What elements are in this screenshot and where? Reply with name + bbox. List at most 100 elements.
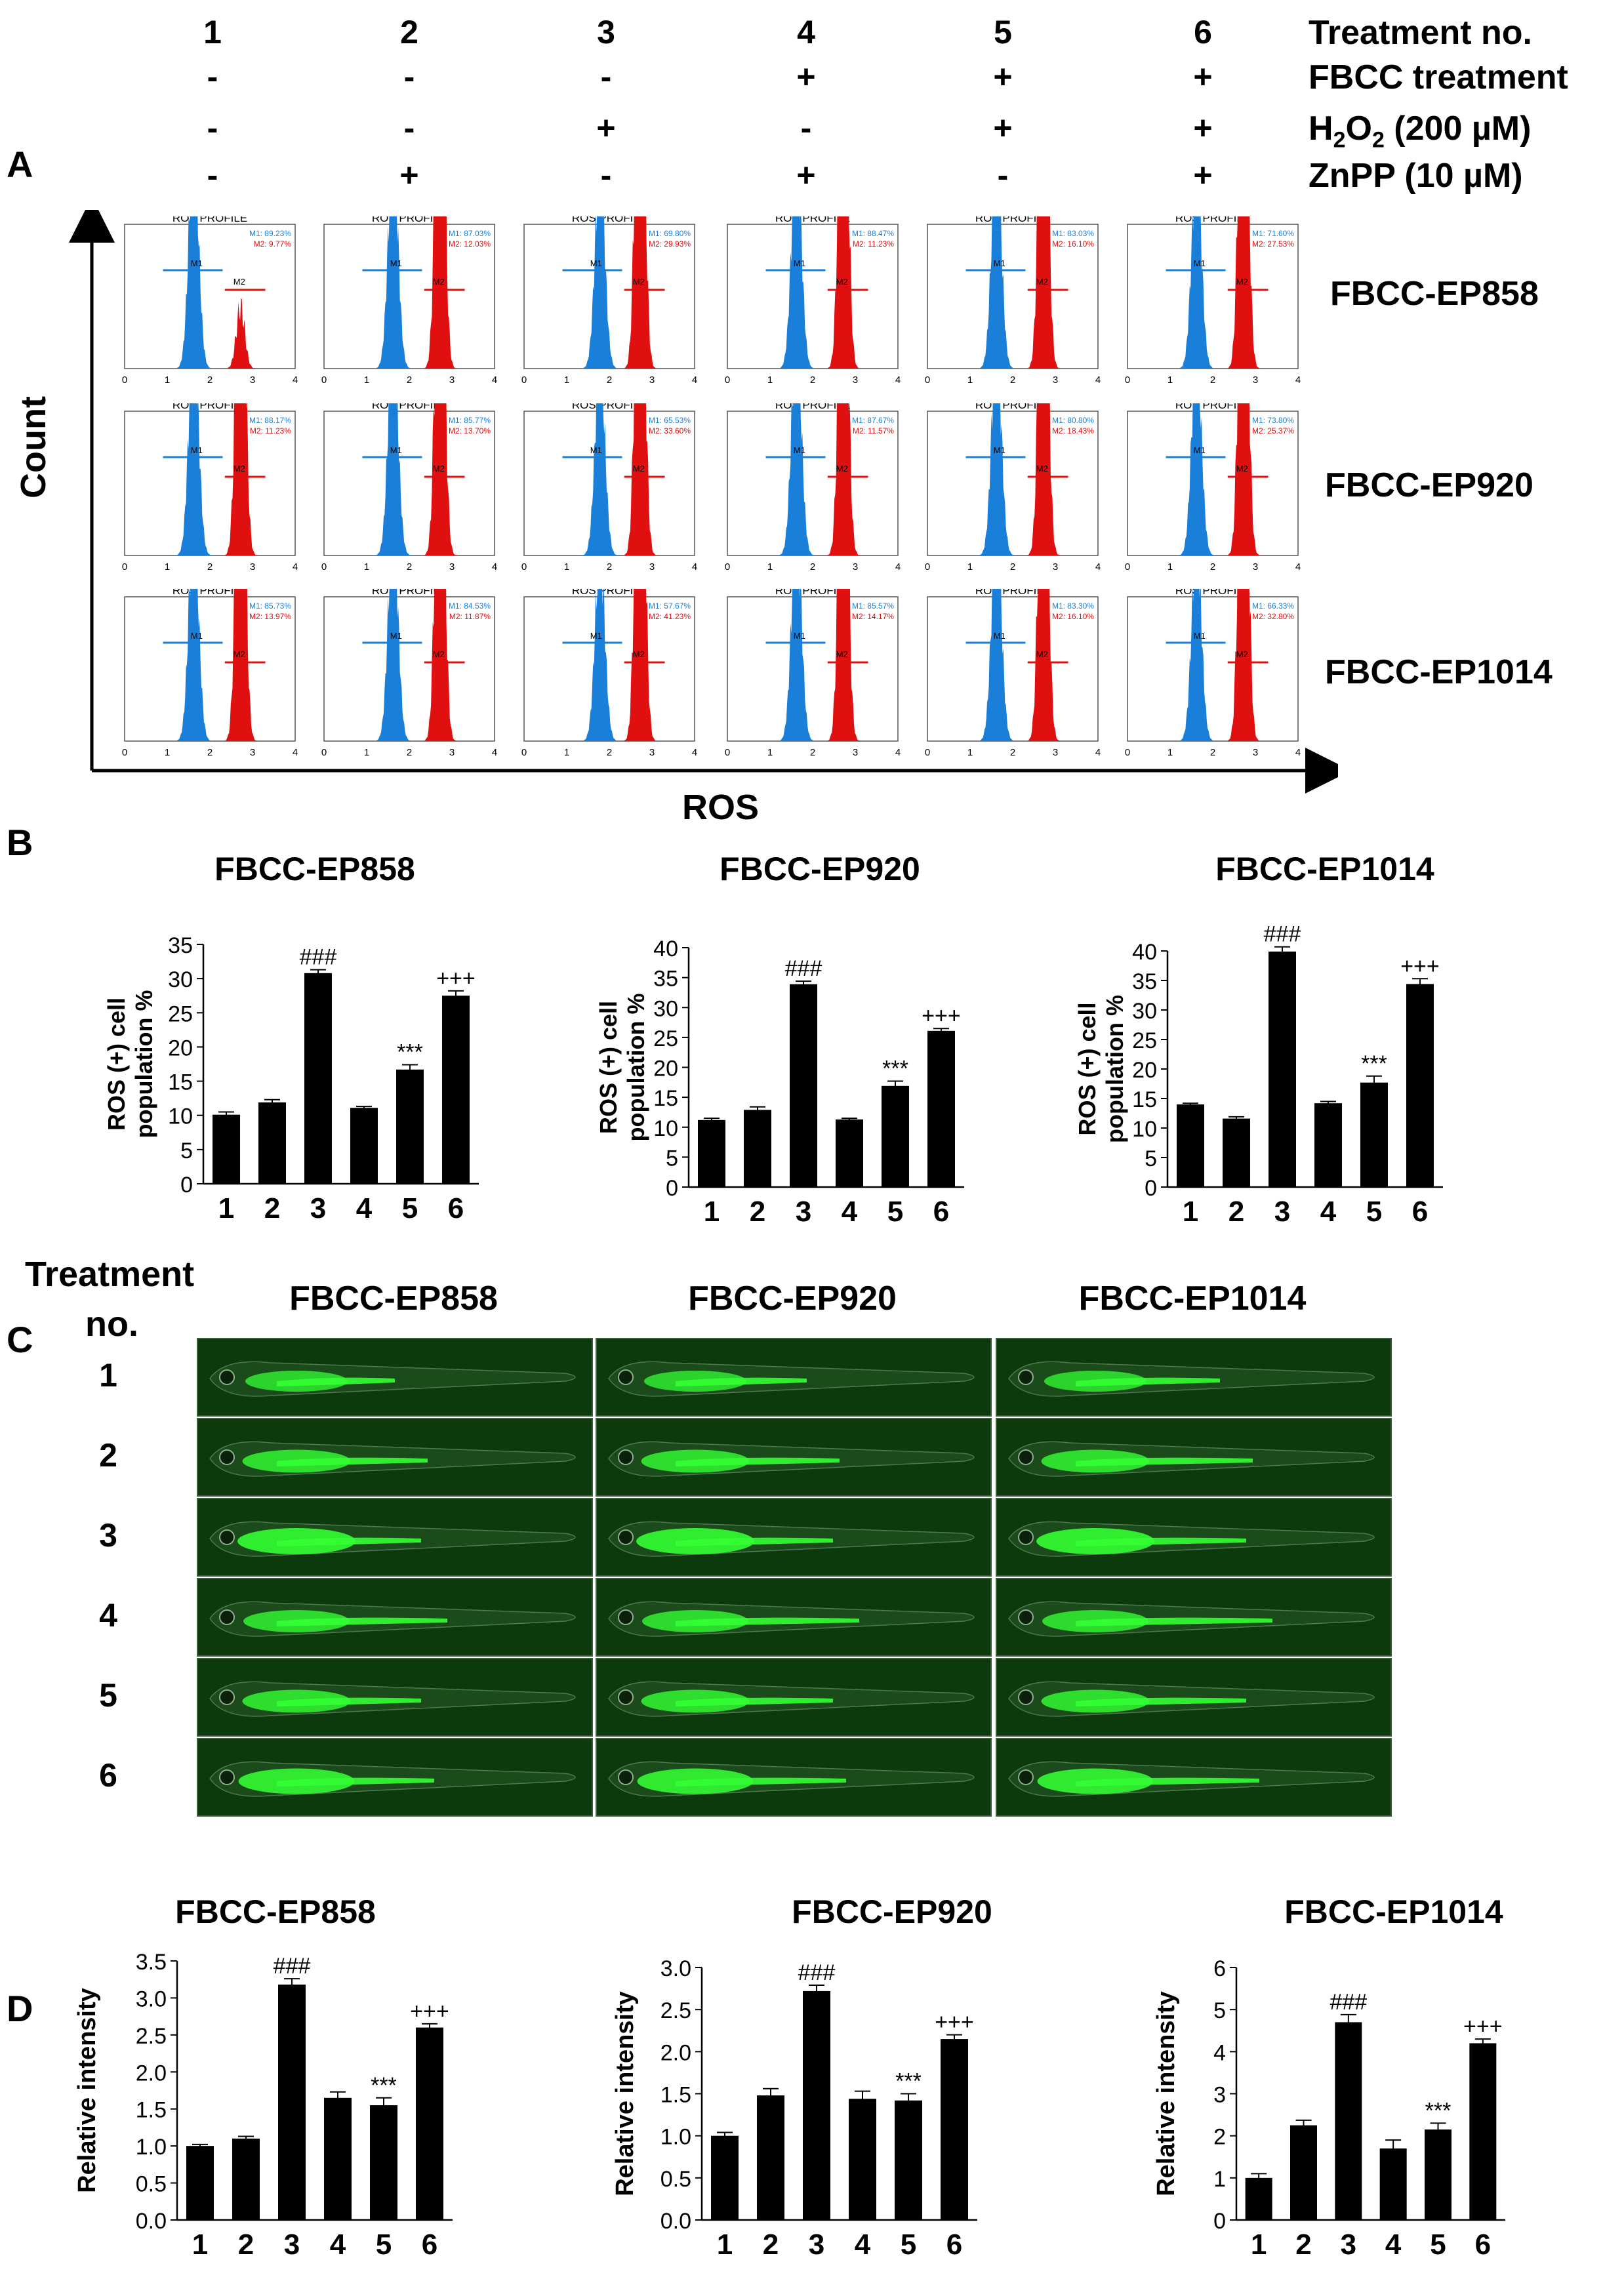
significance-annotation: ###: [798, 1960, 836, 1985]
y-tick-label: 40: [1132, 940, 1157, 965]
x-tick-label: 4: [1320, 1196, 1337, 1228]
m2-peak: [424, 403, 458, 555]
m2-label: M2: [1036, 649, 1048, 659]
histogram-x-tick: 2: [407, 747, 412, 758]
m1-peak: [1153, 403, 1228, 555]
m1-label: M1: [1194, 631, 1206, 641]
znpp-cell-6: +: [1193, 157, 1213, 193]
x-tick-label: 6: [946, 2229, 962, 2261]
bar-5: [1425, 2129, 1451, 2220]
histogram-x-tick: 2: [810, 374, 815, 386]
count-axis-label: Count: [14, 396, 53, 498]
histogram-x-tick: 1: [967, 561, 973, 573]
m1-peak: [350, 403, 424, 555]
histogram-x-tick: 1: [364, 747, 369, 758]
x-tick-label: 4: [330, 2229, 346, 2261]
bar-chart-svg: FBCC-EP858 0.0 0.5 1.0 1.5 2.0 2.5 3.0 3.5 Relati…: [73, 1893, 453, 2261]
m2-stat: M2: 32.80%: [1252, 612, 1294, 621]
m1-peak: [953, 216, 1028, 369]
x-tick-label: 5: [1430, 2229, 1446, 2261]
histogram-x-tick: 1: [1167, 747, 1173, 758]
y-axis-label: ROS (+) cell: [103, 998, 130, 1131]
histogram-frame: [124, 411, 296, 556]
treatment-header-c: Treatment: [25, 1255, 195, 1294]
m2-stat: M2: 11.87%: [449, 612, 491, 621]
m2-stat: M2: 27.53%: [1252, 239, 1294, 249]
histogram-x-tick: 0: [321, 374, 327, 386]
treat-label-fbcc: FBCC treatment: [1309, 58, 1568, 96]
x-tick-label: 2: [264, 1192, 280, 1224]
y-axis-label-2: population %: [131, 990, 157, 1139]
m2-label: M2: [433, 464, 445, 474]
histogram-x-tick: 2: [607, 747, 612, 758]
fluo-row-label-6: 6: [99, 1757, 117, 1794]
h2o2-cell-2: -: [403, 110, 415, 146]
strain-label-ep1014: FBCC-EP1014: [1325, 653, 1553, 691]
histogram-x-tick: 1: [364, 561, 369, 573]
m1-stat: M1: 85.73%: [249, 601, 291, 611]
y-tick-label: 30: [168, 967, 193, 992]
m1-label: M1: [794, 258, 805, 268]
histogram-x-tick: 2: [810, 561, 815, 573]
m2-label: M2: [233, 649, 245, 659]
histogram-x-tick: 0: [725, 561, 730, 573]
x-tick-label: 5: [887, 1196, 903, 1228]
y-tick-label: 0: [180, 1173, 193, 1198]
fish-image-r5-c3: [996, 1658, 1392, 1737]
chart-title: FBCC-EP858: [214, 851, 415, 887]
x-tick-label: 1: [192, 2229, 208, 2261]
fluo-row-label-1: 1: [99, 1357, 117, 1394]
znpp-cell-1: -: [207, 157, 218, 193]
histogram-x-tick: 0: [521, 561, 527, 573]
histogram-x-tick: 3: [1253, 747, 1258, 758]
treat-num-4: 4: [797, 14, 815, 50]
significance-annotation: +++: [935, 2010, 974, 2035]
histogram-x-tick: 2: [1010, 747, 1015, 758]
m2-stat: M2: 16.10%: [1052, 239, 1094, 249]
m1-stat: M1: 88.17%: [249, 416, 291, 425]
panel-letter-c: C: [7, 1319, 33, 1360]
y-axis-label: ROS (+) cell: [1076, 1002, 1101, 1135]
histogram-x-tick: 1: [1167, 374, 1173, 386]
y-tick-label: 1.0: [136, 2135, 167, 2160]
histogram-frame: [727, 224, 899, 369]
m2-stat: M2: 13.70%: [449, 426, 491, 435]
histogram-x-tick: 2: [1210, 747, 1215, 758]
chart-title: FBCC-EP920: [720, 851, 920, 887]
m1-label: M1: [994, 631, 1005, 641]
bar-chart-b-ep858: FBCC-EP858 0 5 10 15 20 25 30 35 ROS (+) cell popu…: [92, 846, 590, 1256]
m1-peak: [753, 403, 828, 555]
histogram-x-tick: 1: [165, 374, 170, 386]
histogram-x-tick: 3: [449, 747, 455, 758]
bar-1: [1177, 1104, 1204, 1187]
fluo-head-ep920: FBCC-EP920: [688, 1280, 897, 1318]
y-tick-label: 25: [1132, 1028, 1157, 1053]
histogram-frame: [323, 411, 495, 556]
histogram-x-tick: 3: [853, 747, 858, 758]
m1-stat: M1: 89.23%: [249, 229, 291, 238]
fluo-head-ep1014: FBCC-EP1014: [1078, 1280, 1307, 1318]
histogram-x-tick: 4: [1095, 561, 1101, 573]
m1-label: M1: [191, 445, 203, 455]
histogram-x-tick: 0: [1125, 374, 1130, 386]
histogram-frame: [727, 596, 899, 742]
histogram-x-tick: 3: [853, 374, 858, 386]
histogram-x-tick: 4: [1095, 747, 1101, 758]
m1-peak: [753, 589, 828, 741]
m2-peak: [827, 216, 862, 369]
histogram-title: ROS PROFILE: [173, 216, 247, 224]
x-tick-label: 2: [750, 1196, 765, 1228]
m2-stat: M2: 11.23%: [853, 239, 894, 249]
x-tick-label: 1: [704, 1196, 720, 1228]
histogram-x-tick: 4: [1295, 561, 1301, 573]
histogram-x-tick: 2: [407, 374, 412, 386]
m1-stat: M1: 84.53%: [449, 601, 491, 611]
significance-annotation: ***: [1425, 2098, 1451, 2123]
m2-stat: M2: 18.43%: [1052, 426, 1094, 435]
bar-5: [370, 2105, 397, 2220]
x-tick-label: 2: [1295, 2229, 1311, 2261]
m1-label: M1: [390, 445, 402, 455]
